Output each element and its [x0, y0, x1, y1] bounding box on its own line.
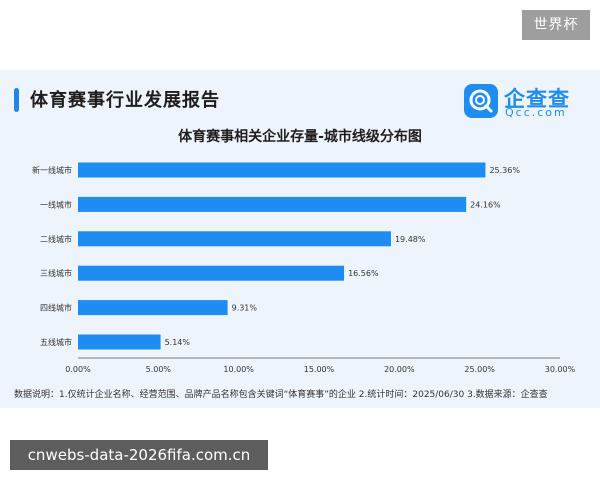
value-label: 5.14% [165, 338, 191, 347]
x-tick-label: 0.00% [65, 365, 91, 374]
category-label: 一线城市 [40, 199, 72, 209]
x-tick-label: 25.00% [464, 365, 495, 374]
bar [78, 334, 161, 350]
data-footnote: 数据说明：1.仅统计企业名称、经营范围、品牌产品名称包含关键词“体育赛事”的企业… [14, 390, 548, 400]
x-tick-label: 10.00% [223, 365, 254, 374]
value-label: 25.36% [489, 166, 520, 175]
value-label: 19.48% [395, 235, 426, 244]
bar [78, 300, 228, 316]
value-label: 24.16% [470, 200, 501, 209]
corner-badge: 世界杯 [522, 10, 590, 40]
category-label: 新一线城市 [32, 165, 72, 175]
category-label: 三线城市 [40, 268, 72, 278]
bar [78, 196, 467, 212]
logo-name-en: Qcc.com [505, 106, 567, 119]
x-tick-label: 20.00% [384, 365, 415, 374]
value-label: 16.56% [348, 269, 379, 278]
x-tick-label: 30.00% [545, 365, 576, 374]
title-accent-bar [14, 88, 19, 112]
x-tick-label: 15.00% [304, 365, 335, 374]
x-tick-label: 5.00% [146, 365, 172, 374]
qcc-logo-icon [464, 84, 498, 118]
bar [78, 231, 391, 247]
report-title: 体育赛事行业发展报告 [30, 90, 220, 111]
bar [78, 162, 486, 178]
value-label: 9.31% [232, 304, 258, 313]
bar [78, 265, 345, 281]
category-label: 五线城市 [40, 337, 72, 347]
source-watermark: cnwebs-data-2026fifa.com.cn [10, 440, 268, 470]
logo-name-cn: 企查查 [504, 87, 570, 111]
category-label: 四线城市 [40, 303, 72, 313]
chart-title: 体育赛事相关企业存量-城市线级分布图 [178, 129, 422, 145]
category-label: 二线城市 [40, 234, 72, 244]
